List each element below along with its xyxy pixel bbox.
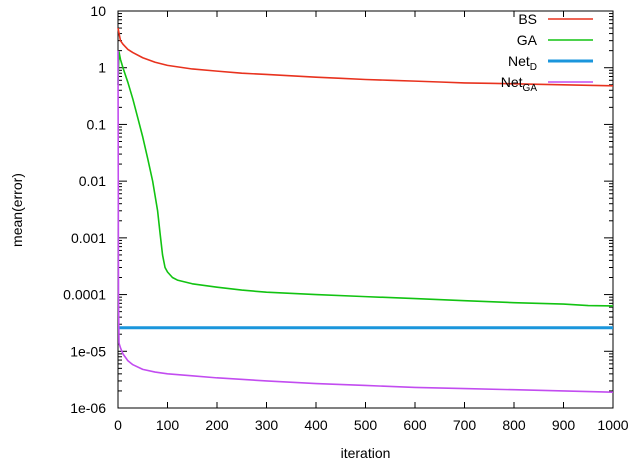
y-tick-label: 0.001 <box>71 230 106 246</box>
y-axis-label: mean(error) <box>9 173 25 247</box>
y-tick-label: 0.0001 <box>63 287 106 303</box>
x-tick-label: 100 <box>156 417 180 433</box>
legend-label-netd: NetD <box>508 53 537 73</box>
series-line-ga <box>117 51 614 307</box>
x-axis-label: iteration <box>341 445 391 461</box>
series-layer <box>117 27 614 393</box>
ticks-layer: 0 100 200 300 400 500 600 700 800 900 1000 10 1 0.1 0.… <box>63 3 629 433</box>
x-tick-label: 900 <box>552 417 576 433</box>
y-tick-label: 1 <box>98 60 106 76</box>
y-tick-label: 0.01 <box>79 173 106 189</box>
x-tick-label: 600 <box>403 417 427 433</box>
plot-frame <box>117 10 614 409</box>
series-line-bs <box>117 27 614 87</box>
x-tick-label: 300 <box>255 417 279 433</box>
legend-label-ga: GA <box>517 32 538 48</box>
y-tick-label: 1e-05 <box>70 343 106 359</box>
x-tick-label: 0 <box>114 417 122 433</box>
x-tick-label: 800 <box>502 417 526 433</box>
y-tick-label: 1e-06 <box>70 400 106 416</box>
x-tick-label: 400 <box>304 417 328 433</box>
x-tick-label: 200 <box>205 417 229 433</box>
x-tick-label: 1000 <box>597 417 628 433</box>
x-tick-label: 500 <box>354 417 378 433</box>
legend-label-netga: NetGA <box>501 74 538 94</box>
y-tick-label: 10 <box>90 3 106 19</box>
series-line-netga <box>117 50 614 393</box>
y-tick-label: 0.1 <box>87 116 107 132</box>
x-tick-label: 700 <box>453 417 477 433</box>
legend-label-bs: BS <box>518 11 537 27</box>
